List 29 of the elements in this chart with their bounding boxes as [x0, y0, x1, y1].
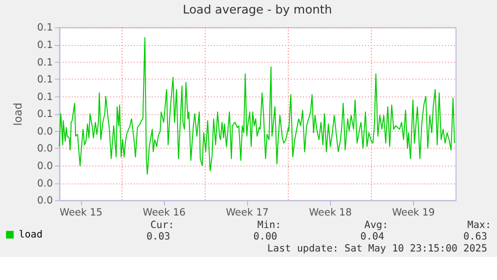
- y-tick-label: 0.0: [37, 196, 53, 207]
- y-tick-label: 0.1: [37, 109, 53, 120]
- text: 0.03: [146, 232, 170, 243]
- text: Min:: [257, 220, 282, 231]
- chart-title: Load average - by month: [182, 2, 332, 16]
- x-tick-label: Week 15: [60, 207, 102, 218]
- y-tick-label: 0.0: [37, 161, 53, 172]
- text: Avg:: [364, 220, 388, 231]
- y-tick-label: 0.1: [37, 74, 53, 86]
- y-tick-label: 0.0: [37, 144, 53, 155]
- y-tick-label: 0.1: [37, 40, 53, 51]
- y-tick-label: 0.0: [37, 126, 53, 138]
- x-tick-label: Week 19: [392, 207, 435, 218]
- text: 0.00: [253, 232, 278, 243]
- line-series: [58, 37, 456, 175]
- text: Max:: [467, 220, 492, 231]
- text: 0.04: [360, 232, 384, 243]
- y-axis-title: load: [11, 102, 24, 126]
- x-tick-label: Week 17: [226, 207, 269, 218]
- y-tick-label: 0.1: [37, 92, 53, 103]
- text: 0.63: [463, 232, 488, 243]
- y-tick-label: 0.1: [37, 22, 53, 34]
- x-tick-label: Week 18: [308, 207, 352, 218]
- text: Cur:: [150, 220, 174, 231]
- x-tick-label: Week 16: [142, 207, 186, 218]
- y-tick-label: 0.1: [37, 57, 53, 68]
- y-tick-label: 0.0: [37, 178, 53, 190]
- legend-label: load: [18, 230, 43, 241]
- text: Last update: Sat May 10 23:15:00 2025: [267, 244, 488, 255]
